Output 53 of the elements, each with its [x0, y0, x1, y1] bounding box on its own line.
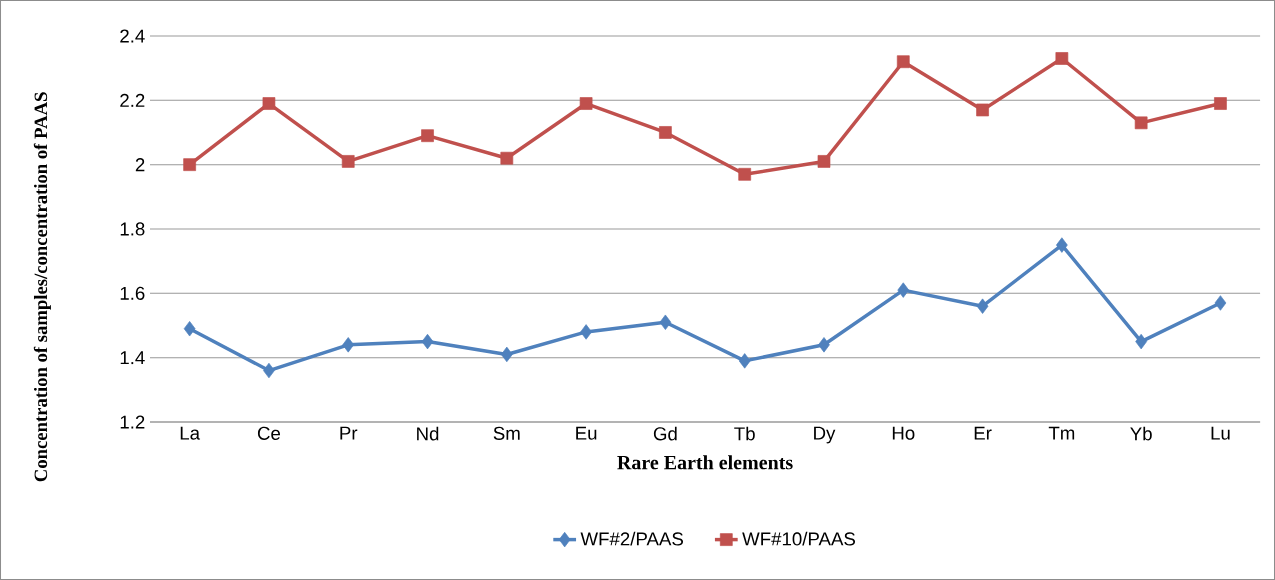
point: [976, 298, 989, 314]
x-tick-label: Yb: [1130, 426, 1152, 441]
x-tick-label: Gd: [653, 426, 677, 441]
x-tick-label: Nd: [417, 426, 439, 441]
point: [421, 129, 434, 143]
x-tick-label: Tb: [734, 426, 755, 441]
point: [1056, 237, 1068, 253]
point: [500, 346, 513, 363]
x-tick-label: Eu: [576, 426, 597, 440]
point: [579, 97, 593, 110]
point: [500, 151, 514, 165]
y-tick-label: 1.2: [120, 415, 145, 429]
point: [262, 97, 276, 110]
point: [738, 167, 752, 181]
point: [1055, 52, 1069, 65]
x-tick-label: Dy: [814, 426, 836, 444]
point: [659, 126, 672, 139]
legend-label: WF#10/PAAS: [742, 531, 856, 546]
x-tick-label: La: [180, 426, 201, 440]
point: [183, 321, 196, 337]
y-tick-label: 1.8: [120, 222, 145, 236]
point: [897, 282, 910, 298]
point: [896, 55, 910, 69]
y-axis-title: Concentration of samples/concentration of PAAS: [33, 92, 51, 482]
point: [263, 362, 275, 379]
point: [1214, 97, 1227, 110]
x-tick-label: Lu: [1211, 426, 1230, 440]
y-tick-label: 2: [135, 158, 145, 172]
y-tick-label: 2.2: [120, 93, 145, 107]
point: [421, 333, 434, 350]
x-tick-label: Sm: [493, 426, 520, 440]
y-tick-label: 1.4: [120, 351, 145, 365]
point: [976, 103, 989, 117]
point: [342, 337, 355, 353]
x-tick-label: Pr: [340, 426, 358, 440]
point: [818, 337, 830, 353]
point: [817, 155, 831, 168]
legend-label: WF#2/PAAS: [580, 531, 684, 546]
x-tick-label: Ce: [257, 426, 281, 440]
x-tick-label: Tm: [1048, 426, 1075, 440]
point: [738, 353, 751, 369]
point: [341, 155, 355, 168]
point: [183, 158, 196, 171]
x-tick-label: Ho: [892, 426, 915, 440]
point: [1135, 333, 1147, 350]
x-tick-label: Er: [974, 426, 992, 440]
point: [580, 324, 592, 340]
y-tick-label: 2.4: [120, 29, 145, 43]
point: [659, 314, 672, 330]
x-axis-title: Rare Earth elements: [617, 455, 793, 470]
y-tick-label: 1.6: [120, 286, 145, 300]
point: [1214, 295, 1227, 311]
point: [1134, 116, 1148, 130]
